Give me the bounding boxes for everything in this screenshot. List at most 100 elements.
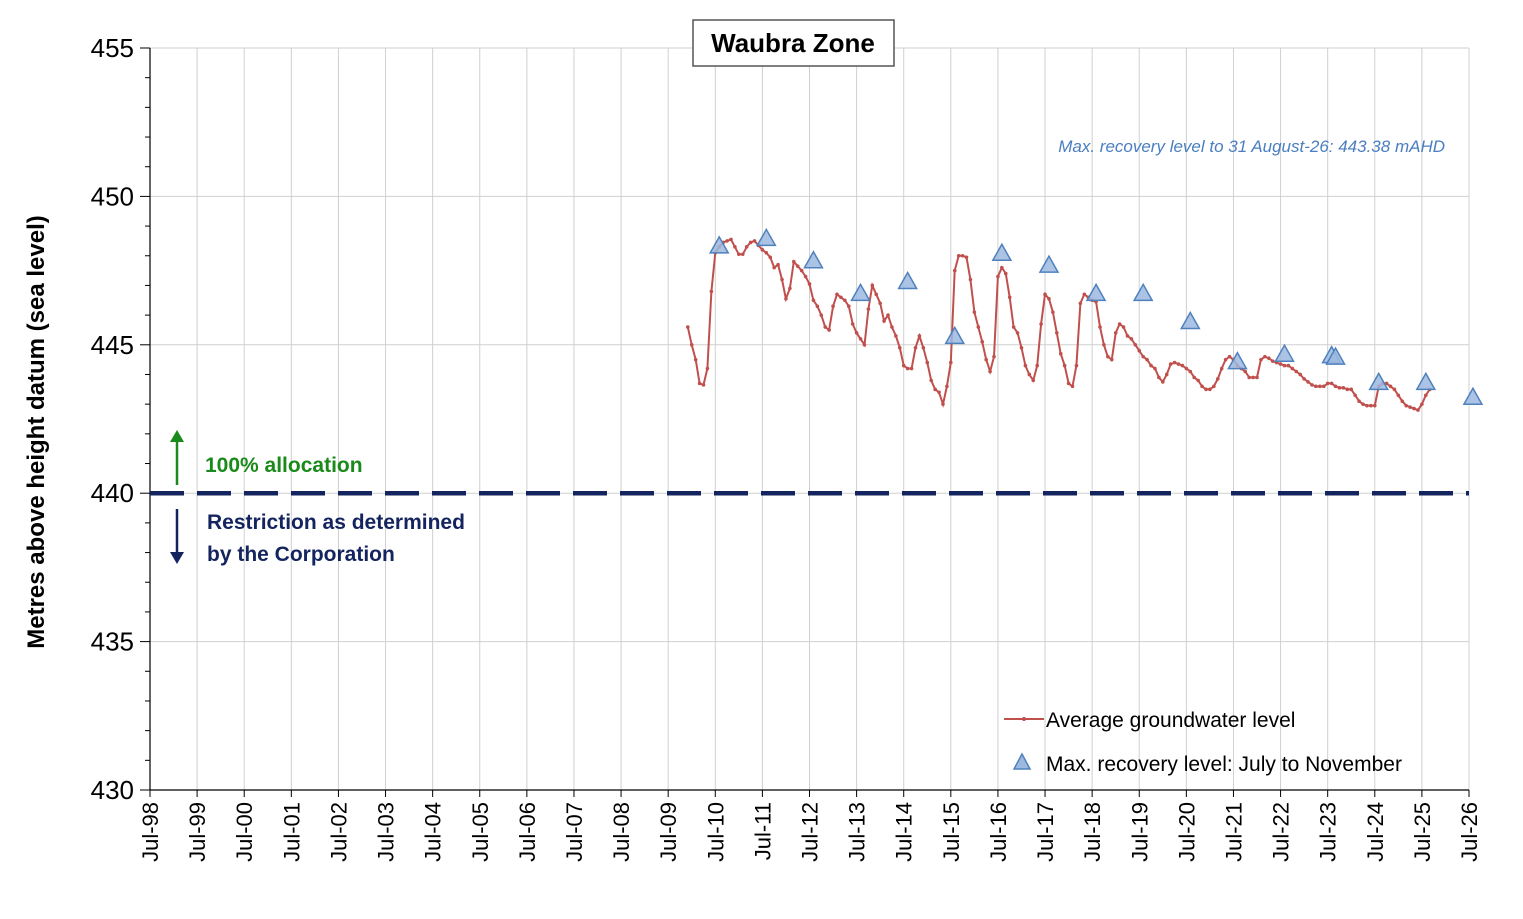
groundwater-point: [791, 259, 796, 264]
groundwater-point: [1157, 375, 1161, 380]
groundwater-point: [1392, 387, 1397, 392]
groundwater-point: [1282, 363, 1287, 368]
x-tick-label: Jul-14: [892, 802, 917, 862]
groundwater-point: [807, 282, 812, 286]
groundwater-point: [1027, 372, 1032, 377]
groundwater-point: [1188, 369, 1193, 374]
groundwater-point: [784, 296, 788, 301]
groundwater-point: [862, 343, 867, 347]
groundwater-point: [870, 283, 875, 288]
groundwater-point: [1247, 375, 1251, 380]
groundwater-point: [1223, 357, 1228, 362]
groundwater-point: [1035, 363, 1039, 368]
legend: Average groundwater level Max. recovery …: [1004, 709, 1402, 776]
max-recovery-note: Max. recovery level to 31 August-26: 443…: [1058, 137, 1445, 156]
allocation-arrow-head: [170, 430, 184, 442]
groundwater-point: [737, 252, 741, 257]
x-tick-label: Jul-18: [1080, 802, 1105, 862]
restriction-arrow-head: [170, 552, 184, 564]
grid-lines: [149, 47, 1470, 791]
x-tick-label: Jul-23: [1316, 802, 1341, 862]
y-tick-label: 440: [91, 478, 134, 508]
groundwater-point: [1098, 325, 1102, 329]
groundwater-point: [1270, 359, 1275, 363]
groundwater-point: [1047, 296, 1051, 301]
x-tick-label: Jul-19: [1127, 802, 1152, 862]
groundwater-point: [897, 345, 902, 350]
x-tick-label: Jul-08: [609, 802, 634, 862]
groundwater-point: [1117, 322, 1122, 326]
x-tick-label: Jul-20: [1174, 802, 1199, 862]
legend-line-marker: [1022, 717, 1026, 721]
groundwater-point: [1161, 380, 1165, 384]
groundwater-point: [1278, 362, 1283, 366]
groundwater-point: [1129, 337, 1134, 341]
groundwater-point: [1137, 348, 1142, 353]
groundwater-point: [709, 289, 714, 294]
groundwater-point: [992, 354, 996, 359]
groundwater-point: [854, 331, 859, 335]
groundwater-point: [1263, 354, 1267, 359]
groundwater-point: [1133, 343, 1138, 347]
y-tick-label: 430: [91, 775, 134, 805]
groundwater-point: [909, 366, 914, 371]
groundwater-point: [1286, 363, 1291, 368]
groundwater-point: [1082, 292, 1087, 297]
groundwater-point: [1259, 357, 1263, 362]
groundwater-point: [964, 255, 969, 260]
x-tick-label: Jul-03: [374, 802, 399, 862]
groundwater-point: [886, 313, 890, 317]
groundwater-point: [831, 304, 835, 309]
groundwater-point: [1325, 381, 1330, 386]
groundwater-point: [996, 274, 1000, 279]
groundwater-point: [795, 264, 800, 268]
groundwater-point: [945, 384, 949, 389]
max-recovery-marker: [991, 242, 1013, 262]
x-tick-label: Jul-11: [750, 802, 775, 860]
groundwater-point: [1341, 386, 1346, 390]
groundwater-point: [1361, 402, 1365, 406]
allocation-label: 100% allocation: [205, 454, 363, 477]
groundwater-point: [846, 304, 851, 309]
groundwater-point: [1180, 363, 1185, 368]
groundwater-point: [972, 310, 977, 314]
groundwater-point: [1302, 377, 1306, 381]
max-recovery-marker: [1085, 282, 1107, 302]
groundwater-point: [1149, 363, 1153, 368]
groundwater-point: [725, 239, 729, 243]
x-tick-label: Jul-10: [703, 802, 728, 862]
groundwater-point: [1298, 372, 1302, 377]
groundwater-point: [850, 322, 855, 326]
x-tick-label: Jul-98: [138, 802, 163, 862]
groundwater-point: [1184, 366, 1189, 371]
x-tick-label: Jul-17: [1033, 802, 1058, 862]
groundwater-point: [1215, 377, 1220, 381]
groundwater-point: [1066, 381, 1071, 386]
max-recovery-marker: [1132, 282, 1154, 302]
series-layer: [686, 227, 1484, 412]
groundwater-point: [1015, 331, 1020, 335]
groundwater-point: [815, 304, 820, 309]
groundwater-point: [1192, 375, 1197, 380]
threshold-annotation: [150, 430, 1469, 564]
groundwater-point: [905, 366, 910, 371]
x-tick-label: Jul-01: [279, 802, 304, 862]
restriction-label-line2: by the Corporation: [207, 543, 395, 566]
groundwater-point: [776, 262, 780, 267]
groundwater-point: [760, 248, 765, 252]
legend-triangle-swatch: [1012, 752, 1032, 770]
groundwater-point: [764, 250, 769, 255]
groundwater-point: [952, 268, 957, 273]
groundwater-point: [1109, 357, 1114, 362]
labels: Metres above height datum (sea level) Wa…: [23, 19, 1445, 649]
groundwater-point: [882, 319, 886, 323]
groundwater-point: [1255, 375, 1259, 380]
groundwater-point: [1212, 384, 1216, 389]
groundwater-point: [968, 277, 973, 282]
groundwater-point: [780, 277, 784, 282]
groundwater-point: [1314, 384, 1318, 389]
groundwater-point: [988, 369, 992, 374]
groundwater-point: [937, 390, 941, 395]
groundwater-point: [752, 239, 757, 243]
